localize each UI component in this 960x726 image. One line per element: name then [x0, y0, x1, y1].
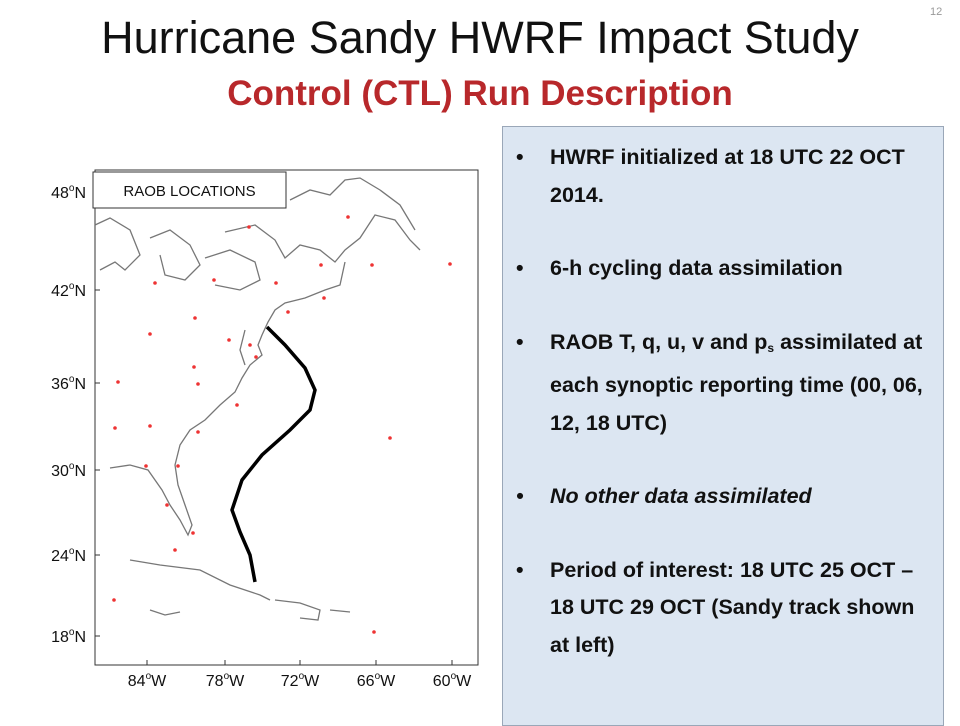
subtitle: Control (CTL) Run Description	[227, 74, 733, 113]
tick-hemisphere: N	[74, 185, 86, 202]
tick-hemisphere: W	[151, 673, 167, 690]
tick-degree: o	[375, 671, 381, 682]
bullet-text: assimilated at each synoptic reporting t…	[550, 329, 923, 435]
map-frame	[94, 169, 479, 666]
tick-label: 60oW	[433, 671, 472, 690]
tick-degree: o	[69, 627, 75, 638]
tick-label: 24oN	[51, 546, 86, 565]
label-box	[92, 171, 287, 209]
title: Hurricane Sandy HWRF Impact Study	[101, 12, 859, 63]
tick-label: 42oN	[51, 281, 86, 300]
storm-track	[230, 325, 317, 583]
tick-label: 78oW	[206, 671, 245, 690]
tick-hemisphere: N	[74, 283, 86, 300]
text-box: HWRF initialized at 18 UTC 22 OCT 2014. 6…	[502, 126, 944, 726]
tick-number: 60	[433, 673, 451, 690]
tick-label: 48oN	[51, 183, 86, 202]
tick-hemisphere: N	[74, 629, 86, 646]
tick-number: 84	[128, 673, 146, 690]
tick-degree: o	[451, 671, 457, 682]
tick-hemisphere: W	[304, 673, 320, 690]
bullet-list: HWRF initialized at 18 UTC 22 OCT 2014. 6…	[503, 127, 943, 664]
tick-hemisphere: N	[74, 463, 86, 480]
tick-degree: o	[224, 671, 230, 682]
tick-label: 18oN	[51, 627, 86, 646]
tick-number: 36	[51, 376, 69, 393]
tick-number: 18	[51, 629, 69, 646]
bullet: 6-h cycling data assimilation	[516, 250, 929, 288]
tick-number: 24	[51, 548, 69, 565]
tick-label: 30oN	[51, 461, 86, 480]
coastlines	[94, 177, 421, 621]
bullet: RAOB T, q, u, v and ps assimilated at ea…	[516, 324, 929, 443]
tick-number: 42	[51, 283, 69, 300]
bullet: HWRF initialized at 18 UTC 22 OCT 2014.	[516, 139, 929, 214]
map-label: RAOB LOCATIONS	[123, 183, 255, 200]
tick-label: 72oW	[281, 671, 320, 690]
tick-hemisphere: W	[229, 673, 245, 690]
tick-degree: o	[146, 671, 152, 682]
tick-label: 36oN	[51, 374, 86, 393]
tick-hemisphere: W	[380, 673, 396, 690]
tick-degree: o	[69, 183, 75, 194]
raob-sites	[112, 215, 452, 634]
tick-number: 66	[357, 673, 375, 690]
tick-degree: o	[69, 461, 75, 472]
tick-label: 66oW	[357, 671, 396, 690]
tick-hemisphere: N	[74, 376, 86, 393]
tick-number: 30	[51, 463, 69, 480]
tick-degree: o	[69, 281, 75, 292]
bullet-text: RAOB T, q, u, v and p	[550, 329, 768, 354]
tick-degree: o	[299, 671, 305, 682]
subscript: s	[767, 340, 775, 355]
page-number: 12	[930, 6, 943, 18]
tick-number: 78	[206, 673, 224, 690]
tick-hemisphere: N	[74, 548, 86, 565]
bullet: Period of interest: 18 UTC 25 OCT – 18 U…	[516, 552, 929, 665]
tick-degree: o	[69, 546, 75, 557]
tick-hemisphere: W	[456, 673, 472, 690]
bullet: No other data assimilated	[516, 478, 929, 516]
tick-degree: o	[69, 374, 75, 385]
tick-number: 48	[51, 185, 69, 202]
tick-label: 84oW	[128, 671, 167, 690]
tick-number: 72	[281, 673, 299, 690]
